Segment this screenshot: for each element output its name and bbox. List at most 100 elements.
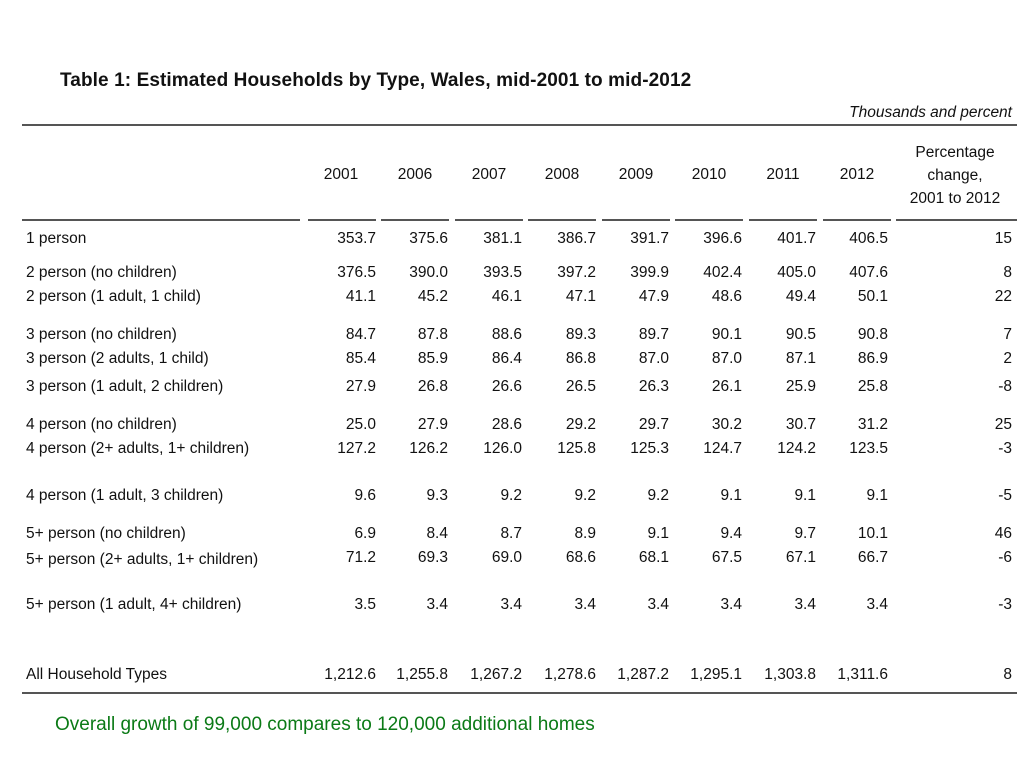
table-cell: 47.1 (565, 288, 596, 305)
table-cell: 87.0 (711, 350, 742, 367)
caption: Overall growth of 99,000 compares to 120… (55, 714, 595, 735)
table-cell: 123.5 (849, 440, 888, 457)
table-cell: 353.7 (337, 230, 376, 247)
table-cell: 9.1 (866, 487, 888, 504)
percentage-change-cell: 22 (994, 288, 1012, 305)
table-row: 5+ person (1 adult, 4+ children) 3.5 3.4 3.… (0, 596, 1024, 618)
table-cell: 8.9 (574, 525, 596, 542)
table-cell: 3.4 (426, 596, 448, 613)
table-cell: 1,303.8 (764, 666, 816, 683)
row-label: 3 person (2 adults, 1 child) (26, 350, 209, 367)
table-cell: 27.9 (417, 416, 448, 433)
table-cell: 399.9 (630, 264, 669, 281)
table-cell: 381.1 (483, 230, 522, 247)
table-cell: 68.6 (565, 549, 596, 566)
table-cell: 30.2 (711, 416, 742, 433)
percentage-change-cell: -3 (998, 596, 1012, 613)
table-cell: 9.2 (647, 487, 669, 504)
table-cell: 26.3 (638, 378, 669, 395)
percentage-change-cell: 7 (1003, 326, 1012, 343)
row-label: 2 person (no children) (26, 264, 177, 281)
table-cell: 87.0 (638, 350, 669, 367)
table-cell: 67.5 (711, 549, 742, 566)
table-cell: 8.7 (500, 525, 522, 542)
table-cell: 9.1 (720, 487, 742, 504)
table-cell: 9.2 (574, 487, 596, 504)
table-cell: 405.0 (777, 264, 816, 281)
table-cell: 47.9 (638, 288, 669, 305)
table-row: 4 person (no children) 25.0 27.9 28.6 29.2 29… (0, 416, 1024, 438)
table-row: 2 person (no children) 376.5 390.0 393.5 397… (0, 264, 1024, 286)
column-header: 2008 (544, 166, 580, 183)
pct-header-line: Percentage (915, 144, 995, 161)
table-cell: 397.2 (557, 264, 596, 281)
table-cell: 26.5 (565, 378, 596, 395)
table-cell: 29.7 (638, 416, 669, 433)
table-cell: 67.1 (785, 549, 816, 566)
table-row: 3 person (2 adults, 1 child) 85.4 85.9 86.4… (0, 350, 1024, 372)
table-cell: 9.2 (500, 487, 522, 504)
row-label: 2 person (1 adult, 1 child) (26, 288, 201, 305)
table-cell: 88.6 (491, 326, 522, 343)
table-cell: 125.3 (630, 440, 669, 457)
table-title: Table 1: Estimated Households by Type, W… (60, 70, 692, 91)
table-cell: 396.6 (703, 230, 742, 247)
table-cell: 393.5 (483, 264, 522, 281)
table-cell: 127.2 (337, 440, 376, 457)
table-cell: 49.4 (785, 288, 816, 305)
row-label: 4 person (1 adult, 3 children) (26, 487, 224, 504)
table-row: 4 person (1 adult, 3 children) 9.6 9.3 9.2 9… (0, 487, 1024, 509)
table-cell: 25.8 (857, 378, 888, 395)
percentage-change-cell: -8 (998, 378, 1012, 395)
table-row: 1 person 353.7 375.6 381.1 386.7 391.7 396.6 40… (0, 230, 1024, 252)
table-cell: 9.3 (426, 487, 448, 504)
percentage-change-cell: -5 (998, 487, 1012, 504)
table-cell: 401.7 (777, 230, 816, 247)
table-row: All Household Types 1,212.6 1,255.8 1,267.2… (0, 666, 1024, 688)
table-cell: 30.7 (785, 416, 816, 433)
column-header: 2006 (397, 166, 433, 183)
table-cell: 45.2 (417, 288, 448, 305)
table-cell: 375.6 (409, 230, 448, 247)
row-label: 4 person (no children) (26, 416, 177, 433)
row-label: 5+ person (1 adult, 4+ children) (26, 596, 242, 613)
percentage-change-cell: 8 (1003, 264, 1012, 281)
table-cell: 86.8 (565, 350, 596, 367)
table-cell: 1,311.6 (837, 666, 888, 683)
column-header: 2007 (471, 166, 507, 183)
table-cell: 28.6 (491, 416, 522, 433)
table-cell: 3.4 (866, 596, 888, 613)
row-label: 1 person (26, 230, 87, 247)
pct-header-line: 2001 to 2012 (909, 190, 1001, 207)
column-header: 2010 (691, 166, 727, 183)
table-cell: 86.4 (491, 350, 522, 367)
percentage-change-cell: -3 (998, 440, 1012, 457)
percentage-change-cell: 2 (1003, 350, 1012, 367)
table-cell: 29.2 (565, 416, 596, 433)
table-cell: 31.2 (857, 416, 888, 433)
table-cell: 68.1 (638, 549, 669, 566)
table-cell: 9.6 (354, 487, 376, 504)
table-cell: 90.5 (785, 326, 816, 343)
column-header: 2011 (766, 166, 800, 183)
table-cell: 26.8 (417, 378, 448, 395)
table-cell: 10.1 (857, 525, 888, 542)
table-cell: 125.8 (557, 440, 596, 457)
table-cell: 3.4 (647, 596, 669, 613)
table-row: 5+ person (no children) 6.9 8.4 8.7 8.9 9.1 9.… (0, 525, 1024, 547)
table-cell: 85.9 (417, 350, 448, 367)
row-label: All Household Types (26, 666, 168, 683)
percentage-change-cell: -6 (998, 549, 1012, 566)
table-cell: 407.6 (849, 264, 888, 281)
table-cell: 6.9 (354, 525, 376, 542)
pct-header-line: change, (927, 167, 983, 184)
table-cell: 1,267.2 (470, 666, 522, 683)
table-cell: 41.1 (345, 288, 376, 305)
table-cell: 46.1 (491, 288, 522, 305)
table-top-rule (22, 124, 1017, 126)
table-cell: 376.5 (337, 264, 376, 281)
table-cell: 90.1 (711, 326, 742, 343)
table-row: 3 person (1 adult, 2 children) 27.9 26.8 26… (0, 378, 1024, 400)
table-cell: 1,287.2 (617, 666, 669, 683)
row-label: 5+ person (no children) (26, 525, 186, 542)
